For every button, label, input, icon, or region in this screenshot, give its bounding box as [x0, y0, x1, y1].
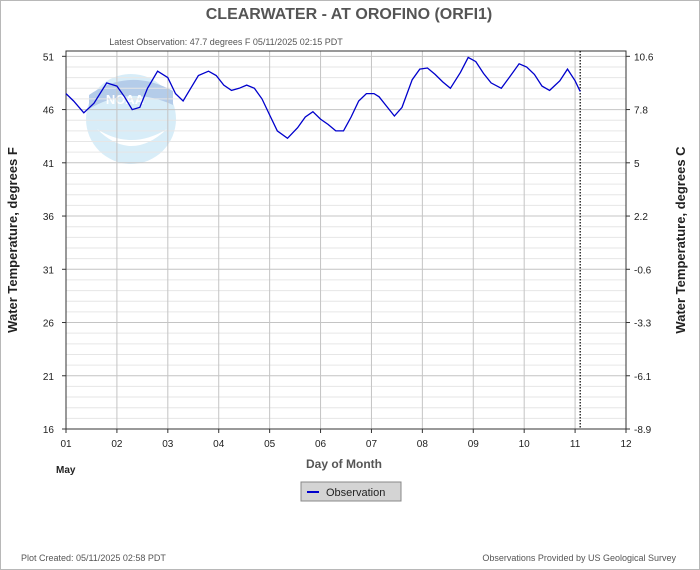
y-tick-label-left: 36: [43, 212, 55, 223]
chart-grid: [66, 51, 626, 430]
y-tick-label-left: 31: [43, 265, 55, 276]
x-axis-month-label: May: [56, 465, 76, 476]
y-tick-label-left: 26: [43, 319, 55, 330]
y-tick-label-right: -8.9: [634, 425, 652, 436]
x-tick-label: 03: [162, 439, 174, 450]
x-tick-label: 04: [213, 439, 225, 450]
chart-subtitle: Latest Observation: 47.7 degrees F 05/11…: [109, 37, 343, 47]
legend: Observation: [300, 481, 402, 502]
x-tick-label: 06: [315, 439, 327, 450]
legend-label-observation: Observation: [326, 487, 385, 499]
x-axis-label: Day of Month: [306, 457, 382, 471]
y-tick-label-right: -6.1: [634, 372, 652, 383]
y-tick-label-right: 7.8: [634, 106, 648, 117]
plot-created-footer: Plot Created: 05/11/2025 02:58 PDT: [21, 553, 166, 563]
x-axis-ticks: 01 02 03 04 05 06 07 08 09 10 11 12: [60, 429, 632, 450]
x-tick-label: 12: [620, 439, 632, 450]
y-axis-right-ticks: -8.9 -6.1 -3.3 -0.6 2.2 5 7.8 10.6: [626, 52, 654, 436]
y-tick-label-right: 5: [634, 159, 640, 170]
y-axis-left-label: Water Temperature, degrees F: [5, 147, 20, 333]
y-tick-label-right: -3.3: [634, 319, 652, 330]
plot-area-border: [65, 50, 627, 430]
x-tick-label: 09: [468, 439, 480, 450]
x-tick-label: 05: [264, 439, 276, 450]
y-tick-label-left: 16: [43, 425, 55, 436]
legend-box: [300, 481, 402, 502]
data-provider-footer: Observations Provided by US Geological S…: [482, 553, 676, 563]
y-tick-label-left: 21: [43, 372, 55, 383]
chart-title: CLEARWATER - AT OROFINO (ORFI1): [206, 6, 493, 23]
x-tick-label: 02: [111, 439, 123, 450]
y-tick-label-left: 46: [43, 106, 55, 117]
y-tick-label-right: 2.2: [634, 212, 648, 223]
series-line-observation: [65, 56, 581, 140]
x-tick-label: 08: [417, 439, 429, 450]
x-tick-label: 10: [519, 439, 531, 450]
noaa-logo-watermark: NOAA: [86, 74, 176, 164]
y-tick-label-left: 41: [43, 159, 55, 170]
y-axis-right-label: Water Temperature, degrees C: [673, 146, 688, 334]
noaa-logo-text: NOAA: [106, 92, 145, 107]
y-tick-label-left: 51: [43, 52, 55, 63]
x-tick-label: 07: [366, 439, 378, 450]
x-tick-label: 01: [60, 439, 72, 450]
y-tick-label-right: 10.6: [634, 52, 654, 63]
y-axis-left-ticks: 16 21 26 31 36 41 46 51: [43, 52, 66, 436]
x-tick-label: 11: [570, 439, 581, 450]
y-tick-label-right: -0.6: [634, 265, 652, 276]
